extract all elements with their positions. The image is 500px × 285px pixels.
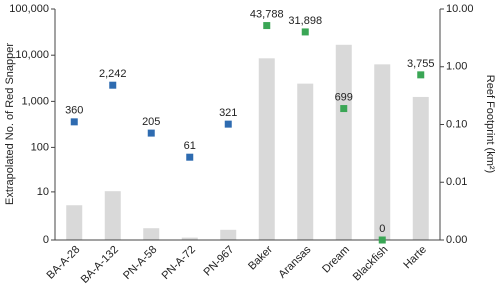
y-tick-label: 100,000 bbox=[9, 3, 49, 15]
x-tick-label: Blackfish bbox=[351, 244, 391, 284]
bar bbox=[374, 64, 391, 240]
point bbox=[186, 153, 194, 161]
x-tick-label: PN-A-72 bbox=[160, 244, 198, 282]
x-tick-label: BA-A-132 bbox=[79, 244, 121, 285]
data-label: 205 bbox=[142, 116, 160, 128]
bar bbox=[66, 205, 83, 240]
point bbox=[224, 120, 232, 128]
bar bbox=[220, 229, 237, 240]
data-label: 699 bbox=[335, 91, 353, 103]
point bbox=[340, 105, 348, 113]
y-tick-label: 100 bbox=[31, 141, 49, 153]
point bbox=[70, 118, 78, 126]
point bbox=[417, 71, 425, 79]
y2-tick-label: 0.01 bbox=[446, 176, 467, 188]
data-label: 3,755 bbox=[407, 58, 435, 70]
y2-tick-label: 10.00 bbox=[446, 3, 474, 15]
y-axis-title: Extrapolated No. of Red Snapper bbox=[4, 43, 16, 205]
y-tick-label: 1,000 bbox=[21, 95, 49, 107]
bar bbox=[181, 237, 198, 240]
point bbox=[109, 81, 117, 89]
point bbox=[301, 28, 309, 36]
x-tick-label: PN-967 bbox=[202, 244, 237, 279]
x-tick-label: Baker bbox=[246, 243, 275, 272]
data-label: 31,898 bbox=[288, 15, 322, 27]
y2-tick-label: 1.00 bbox=[446, 61, 467, 73]
y-tick-label: 10,000 bbox=[15, 49, 49, 61]
y2-tick-label: 0.10 bbox=[446, 118, 467, 130]
bar bbox=[412, 96, 429, 240]
x-tick-label: Dream bbox=[320, 244, 352, 276]
bar bbox=[104, 191, 121, 240]
data-label: 2,242 bbox=[99, 68, 127, 80]
x-tick-label: BA-A-28 bbox=[45, 244, 83, 282]
point bbox=[263, 22, 271, 30]
data-label: 0 bbox=[379, 223, 385, 235]
bar bbox=[297, 83, 314, 241]
point bbox=[378, 236, 386, 244]
data-label: 360 bbox=[65, 105, 83, 117]
data-label: 43,788 bbox=[250, 8, 284, 20]
y2-axis-title: Reef Footprint (km²) bbox=[484, 75, 496, 173]
bar bbox=[258, 58, 275, 240]
y-tick-label: 0 bbox=[43, 234, 49, 246]
x-tick-label: Aransas bbox=[276, 243, 313, 280]
data-label: 61 bbox=[184, 140, 196, 152]
y-tick-label: 10 bbox=[37, 186, 49, 198]
data-label: 321 bbox=[219, 107, 237, 119]
point bbox=[147, 129, 155, 137]
bar bbox=[143, 228, 160, 240]
y2-tick-label: 0.00 bbox=[446, 234, 467, 246]
bar bbox=[335, 44, 352, 240]
x-tick-label: Harte bbox=[401, 244, 429, 272]
x-tick-label: PN-A-58 bbox=[121, 244, 159, 282]
